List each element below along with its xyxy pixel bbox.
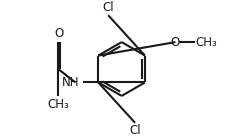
Text: CH₃: CH₃ [196, 36, 217, 49]
Text: Cl: Cl [129, 124, 141, 137]
Text: Cl: Cl [102, 1, 114, 14]
Text: O: O [55, 27, 64, 40]
Text: NH: NH [62, 76, 79, 89]
Text: CH₃: CH₃ [47, 98, 69, 111]
Text: O: O [171, 36, 180, 49]
